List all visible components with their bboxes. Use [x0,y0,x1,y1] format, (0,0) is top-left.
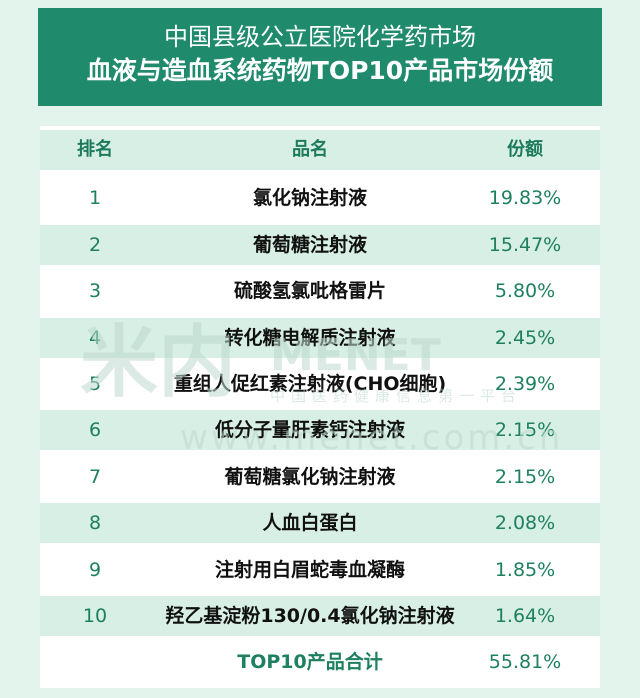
header: 中国县级公立医院化学药市场 血液与造血系统药物TOP10产品市场份额 [38,8,602,106]
share: 2.08% [494,512,556,535]
product-name: 羟乙基淀粉130/0.4氯化钠注射液 [165,605,455,627]
rank: 5 [88,373,102,395]
column-header: 份额 [507,139,543,160]
rank: 7 [88,465,102,488]
share: 1.85% [494,558,556,581]
column-header: 品名 [292,139,328,160]
share: 15.47% [488,233,562,256]
table-row: 1 氯化钠注射液 19.83% [40,178,600,218]
table-row: 6 低分子量肝素钙注射液 2.15% [40,410,600,451]
product-name: 人血白蛋白 [262,512,358,535]
title-line: 中国县级公立医院化学药市场 [164,23,476,51]
rank: 4 [88,326,102,349]
rank: 9 [88,558,102,581]
product-name: 葡萄糖氯化钠注射液 [224,465,396,488]
product-name: 葡萄糖注射液 [252,233,367,256]
product-name: 重组人促红素注射液(CHO细胞) [173,373,447,395]
share: 2.39% [494,373,556,395]
share: 2.45% [494,326,556,349]
product-name: 低分子量肝素钙注射液 [214,419,405,442]
table-row: 9 注射用白眉蛇毒血凝酶 1.85% [40,550,600,590]
table-row: 10 羟乙基淀粉130/0.4氯化钠注射液 1.64% [40,596,600,636]
watermark-logo: 米内 [80,318,237,408]
share: 5.80% [494,280,556,303]
share: 19.83% [488,187,562,210]
product-name: 氯化钠注射液 [252,187,367,210]
rank: 2 [88,233,102,256]
header-row: 排名 品名 份额 [40,130,600,170]
title-line: 血液与造血系统药物TOP10产品市场份额 [86,56,554,85]
table: 排名 品名 份额 1 氯化钠注射液 19.83% 2 葡萄糖注射液 15.47% 3 硫酸氢氯吡格雷… [40,126,600,688]
rank: 8 [88,512,102,535]
total-row: TOP10产品合计 55.81% [40,642,600,682]
watermark-brand: MENET [270,330,441,381]
table-row: 4 转化糖电解质注射液 2.45% [40,317,600,358]
rank: 1 [88,187,102,210]
share: 2.15% [494,465,556,488]
table-row: 7 葡萄糖氯化钠注射液 2.15% [40,457,600,497]
table-row: 2 葡萄糖注射液 15.47% [40,224,600,265]
product-name: 转化糖电解质注射液 [224,326,396,349]
share: 1.64% [494,605,556,627]
table-row: 5 重组人促红素注射液(CHO细胞) 2.39% [40,364,600,404]
table-row: 8 人血白蛋白 2.08% [40,503,600,544]
product-name: 注射用白眉蛇毒血凝酶 [214,558,405,581]
rank: 10 [82,605,108,627]
product-name: 硫酸氢氯吡格雷片 [233,280,386,303]
total-value: 55.81% [488,651,562,674]
watermark-url: www.menet.com.cn [180,418,564,458]
column-header: 排名 [77,139,113,160]
watermark-slogan: 中国医药健康信息第一平台 [270,387,523,405]
share: 2.15% [494,419,556,442]
total-label: TOP10产品合计 [237,651,383,674]
table-row: 3 硫酸氢氯吡格雷片 5.80% [40,271,600,311]
rank: 6 [88,419,102,442]
rank: 3 [88,280,102,303]
